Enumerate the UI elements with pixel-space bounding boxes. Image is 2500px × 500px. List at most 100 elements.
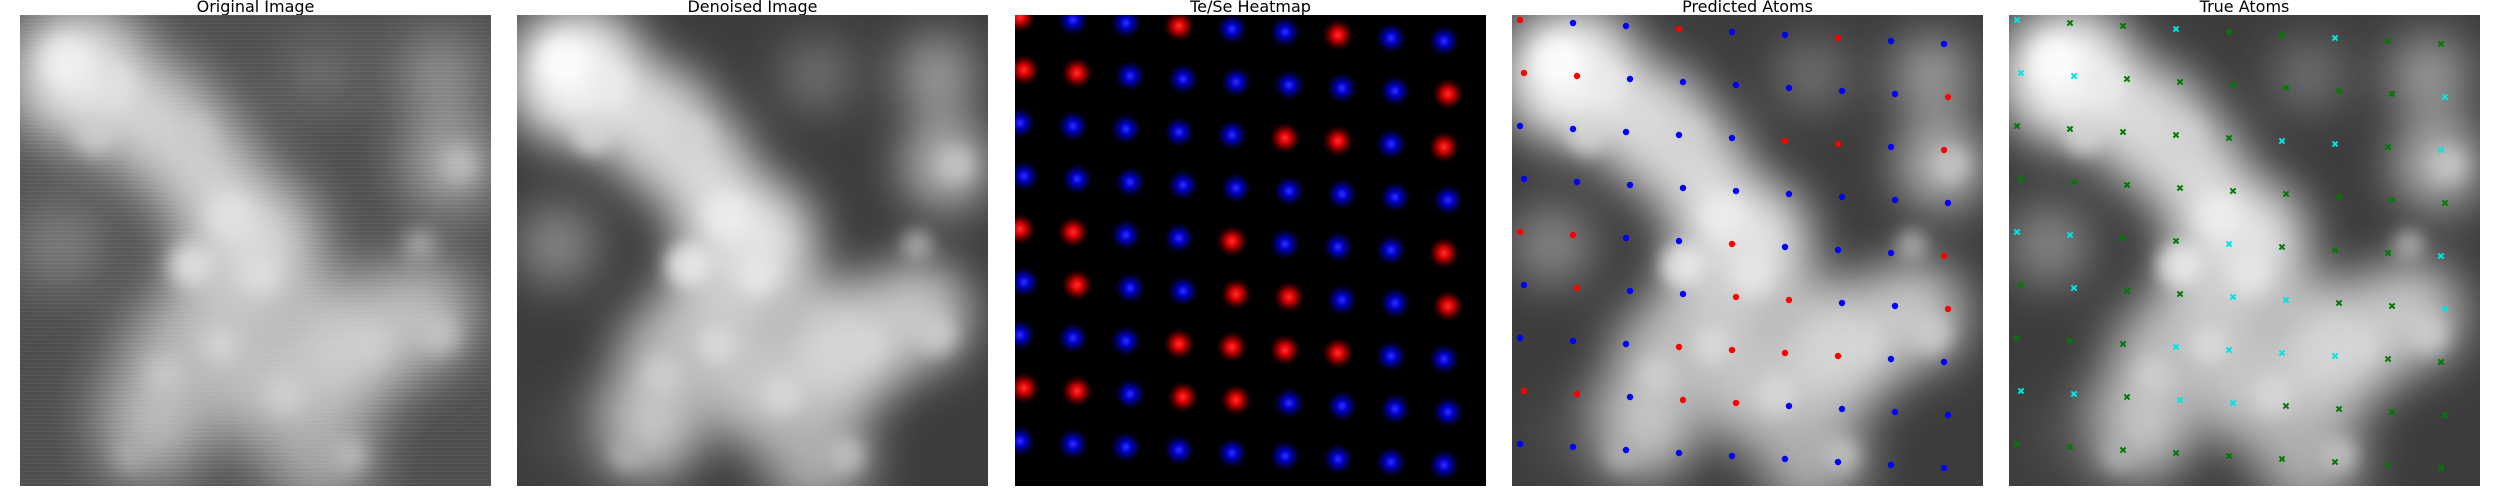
predicted-se-marker (1732, 81, 1740, 89)
atom-contrast-spot (2157, 243, 2201, 287)
atom-contrast-spot (1669, 117, 1705, 153)
predicted-se-marker (1622, 234, 1630, 242)
atom-contrast-spot (901, 229, 933, 261)
true-te-marker (2441, 305, 2449, 313)
true-te-marker (2176, 396, 2184, 404)
se-heat-spot (1061, 163, 1093, 195)
predicted-se-marker (1626, 181, 1634, 189)
true-te-marker (2070, 390, 2078, 398)
predicted-te-marker (1520, 387, 1528, 395)
se-heat-spot (1375, 128, 1407, 160)
predicted-te-marker (1573, 390, 1581, 398)
se-heat-spot (1273, 69, 1305, 101)
se-heat-spot (1322, 443, 1354, 475)
atom-contrast-spot (2166, 117, 2202, 153)
predicted-se-marker (1887, 249, 1895, 257)
te-heat-spot (1428, 237, 1460, 269)
predicted-se-marker (1675, 237, 1683, 245)
predicted-te-marker (1520, 69, 1528, 77)
se-heat-spot (1326, 390, 1358, 422)
true-se-marker (2437, 464, 2445, 472)
bright-region (897, 35, 977, 115)
atom-contrast-spot (762, 375, 802, 415)
true-te-marker (2013, 228, 2021, 236)
predicted-te-marker (1516, 16, 1524, 24)
predicted-se-marker (1516, 334, 1524, 342)
predicted-se-marker (1520, 175, 1528, 183)
true-se-marker (2437, 40, 2445, 48)
atom-contrast-spot (1660, 243, 1704, 287)
predicted-te-marker (1675, 25, 1683, 33)
se-heat-spot (1220, 172, 1252, 204)
predicted-se-marker (1675, 449, 1683, 457)
predicted-se-marker (1838, 405, 1846, 413)
atom-contrast-spot (849, 327, 885, 363)
true-se-marker (2384, 355, 2392, 363)
true-se-marker (2331, 458, 2339, 466)
true-te-marker (2070, 72, 2078, 80)
panel-predicted-atoms: Predicted Atoms (1512, 0, 1983, 486)
true-se-marker (2384, 143, 2392, 151)
se-heat-spot (1167, 275, 1199, 307)
true-te-marker (2225, 240, 2233, 248)
bright-region (537, 395, 617, 475)
predicted-te-marker (1944, 305, 1952, 313)
true-atoms-image (2009, 15, 2480, 486)
panel-title: Predicted Atoms (1682, 0, 1813, 16)
te-heat-spot (1216, 331, 1248, 363)
true-se-marker (2331, 246, 2339, 254)
true-se-marker (2437, 358, 2445, 366)
bright-region (2274, 40, 2344, 110)
te-heat-spot (1163, 328, 1195, 360)
predicted-se-marker (1781, 455, 1789, 463)
true-se-marker (2388, 196, 2396, 204)
predicted-se-marker (1573, 178, 1581, 186)
se-heat-spot (1015, 319, 1036, 351)
predicted-se-marker (1891, 90, 1899, 98)
true-se-marker (2282, 84, 2290, 92)
predicted-se-marker (1569, 443, 1577, 451)
bright-region (2009, 205, 2089, 285)
true-se-marker (2066, 337, 2074, 345)
predicted-se-marker (1891, 302, 1899, 310)
panel-original-image: Original Image (20, 0, 491, 486)
true-te-marker (2278, 137, 2286, 145)
true-te-marker (2282, 296, 2290, 304)
se-heat-spot (1216, 119, 1248, 151)
predicted-atoms-image (1512, 15, 1983, 486)
se-heat-spot (1273, 387, 1305, 419)
te-heat-spot (1061, 269, 1093, 301)
atom-contrast-spot (2229, 255, 2269, 295)
atom-contrast-spot (1567, 115, 1607, 155)
se-heat-spot (1163, 116, 1195, 148)
atom-contrast-spot (1694, 327, 1730, 363)
true-se-marker (2384, 249, 2392, 257)
predicted-te-marker (1675, 343, 1683, 351)
true-se-marker (2388, 90, 2396, 98)
predicted-te-marker (1834, 34, 1842, 42)
te-heat-spot (1428, 131, 1460, 163)
se-heat-spot (1428, 25, 1460, 57)
predicted-se-marker (1940, 40, 1948, 48)
true-te-marker (2441, 93, 2449, 101)
se-heat-spot (1114, 272, 1146, 304)
true-se-marker (2123, 287, 2131, 295)
se-heat-spot (1379, 181, 1411, 213)
true-se-marker (2066, 443, 2074, 451)
true-te-marker (2070, 284, 2078, 292)
true-te-marker (2017, 387, 2025, 395)
te-heat-spot (1216, 225, 1248, 257)
true-se-marker (2282, 190, 2290, 198)
true-se-marker (2119, 446, 2127, 454)
true-te-marker (2229, 399, 2237, 407)
se-heat-spot (1110, 325, 1142, 357)
predicted-se-marker (1944, 199, 1952, 207)
atom-contrast-spot (2084, 65, 2124, 105)
atom-contrast-spot (1757, 375, 1797, 415)
true-se-marker (2013, 334, 2021, 342)
se-heat-spot (1110, 219, 1142, 251)
atom-contrast-spot (1732, 255, 1772, 295)
true-se-marker (2119, 128, 2127, 136)
true-te-marker (2225, 346, 2233, 354)
true-te-marker (2331, 352, 2339, 360)
